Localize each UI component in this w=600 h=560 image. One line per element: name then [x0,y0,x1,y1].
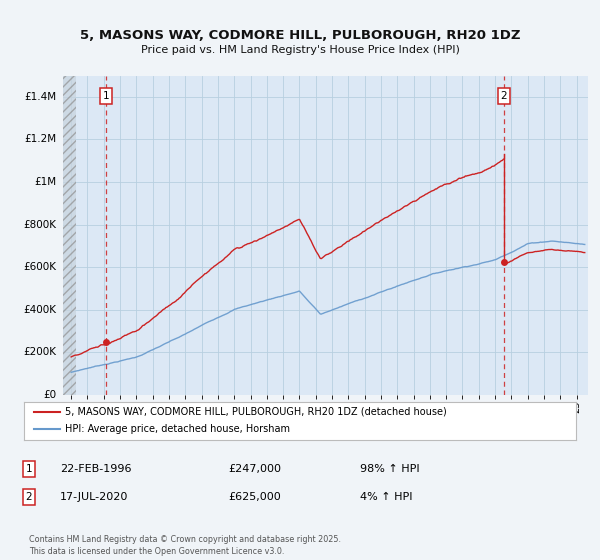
Text: Price paid vs. HM Land Registry's House Price Index (HPI): Price paid vs. HM Land Registry's House … [140,45,460,55]
Text: HPI: Average price, detached house, Horsham: HPI: Average price, detached house, Hors… [65,424,290,435]
Text: 2: 2 [25,492,32,502]
Text: 1: 1 [103,91,109,101]
Text: 17-JUL-2020: 17-JUL-2020 [60,492,128,502]
Text: 1: 1 [25,464,32,474]
Text: £200K: £200K [24,347,57,357]
Text: 5, MASONS WAY, CODMORE HILL, PULBOROUGH, RH20 1DZ (detached house): 5, MASONS WAY, CODMORE HILL, PULBOROUGH,… [65,407,447,417]
Text: Contains HM Land Registry data © Crown copyright and database right 2025.
This d: Contains HM Land Registry data © Crown c… [29,535,341,556]
Text: 5, MASONS WAY, CODMORE HILL, PULBOROUGH, RH20 1DZ: 5, MASONS WAY, CODMORE HILL, PULBOROUGH,… [80,29,520,42]
Bar [63,76,76,395]
Bar [63,76,76,395]
Text: £400K: £400K [24,305,57,315]
Text: 2: 2 [500,91,507,101]
Text: £625,000: £625,000 [228,492,281,502]
Text: £1.2M: £1.2M [25,134,57,144]
Text: £247,000: £247,000 [228,464,281,474]
Text: £0: £0 [44,390,57,400]
Text: 22-FEB-1996: 22-FEB-1996 [60,464,131,474]
Text: 4% ↑ HPI: 4% ↑ HPI [360,492,413,502]
Text: £600K: £600K [24,262,57,272]
Text: £1M: £1M [35,177,57,187]
Text: £1.4M: £1.4M [25,92,57,102]
Text: 98% ↑ HPI: 98% ↑ HPI [360,464,419,474]
Text: £800K: £800K [24,220,57,230]
